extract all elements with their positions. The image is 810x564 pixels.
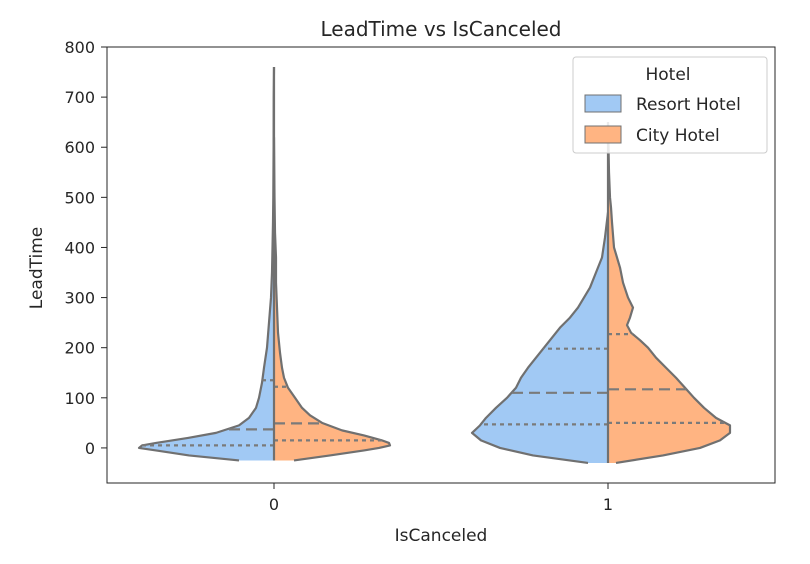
legend-title: Hotel [645,65,690,85]
y-tick-label-500: 500 [64,188,95,207]
violin-city-hotel-1-body [608,122,730,463]
violin-city-hotel-0-body [274,137,390,461]
chart-title: LeadTime vs IsCanceled [320,17,561,41]
y-axis-label: LeadTime [27,227,47,309]
x-tick-label-0: 0 [269,495,279,514]
y-axis: 0 100 200 300 400 500 600 700 800 [64,38,107,458]
y-tick-label-700: 700 [64,88,95,107]
violin-city-hotel-0-outline [272,137,392,462]
x-axis-label: IsCanceled [395,526,488,546]
y-tick-label-600: 600 [64,138,95,157]
violin-city-hotel-1-outline [606,122,732,465]
legend-swatch-resort-hotel [584,94,622,113]
x-tick-label-1: 1 [603,495,613,514]
violin-resort-hotel-1-outline [470,212,610,465]
y-tick-label-400: 400 [64,238,95,257]
violin-resort-hotel-0-body [139,67,274,461]
legend-swatch-city-hotel [584,125,622,144]
legend-label-city-hotel: City Hotel [636,126,720,146]
y-tick-label-200: 200 [64,339,95,358]
y-tick-label-0: 0 [85,439,95,458]
legend-label-resort-hotel: Resort Hotel [636,95,741,115]
violins-layer [137,67,732,465]
y-tick-label-100: 100 [64,389,95,408]
legend: Hotel Resort Hotel City Hotel [572,56,768,154]
violin-resort-hotel-1-body [472,212,608,463]
plot-frame [106,46,776,484]
y-tick-label-800: 800 [64,38,95,57]
violin-resort-hotel-0-outline [137,67,276,462]
y-tick-label-300: 300 [64,289,95,308]
